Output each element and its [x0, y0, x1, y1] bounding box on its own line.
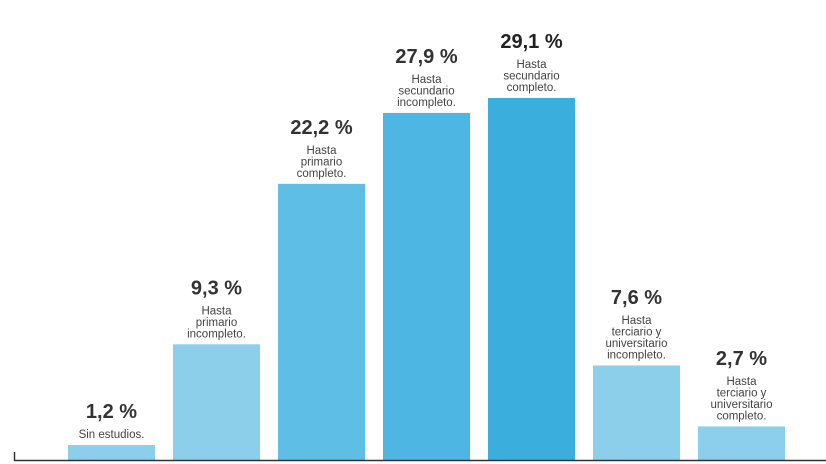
- value-label-2: 22,2 %: [290, 117, 352, 139]
- category-label-line: Hasta: [201, 305, 232, 317]
- category-label-line: terciario y: [612, 326, 662, 338]
- category-label-1: Hasta primario incompleto.: [187, 305, 246, 340]
- value-label-0: 1,2 %: [86, 401, 137, 423]
- category-label-4: Hasta secundario completo.: [503, 59, 559, 94]
- labels-group: 1,2 %Sin estudios.9,3 %Hasta primario inco…: [79, 31, 773, 441]
- value-label-4: 29,1 %: [500, 31, 562, 53]
- value-label-6: 2,7 %: [716, 348, 767, 370]
- category-label-line: Hasta: [726, 376, 757, 388]
- category-label-line: secundario: [503, 71, 559, 83]
- category-label-0: Sin estudios.: [79, 429, 145, 441]
- category-label-line: universitario: [711, 399, 773, 411]
- bar-1: [173, 344, 260, 460]
- category-label-line: secundario: [398, 85, 454, 97]
- category-label-2: Hasta primario completo.: [297, 145, 347, 180]
- category-label-line: incompleto.: [397, 97, 456, 109]
- bars-group: [68, 98, 785, 461]
- category-label-line: terciario y: [717, 387, 767, 399]
- bar-0: [68, 445, 155, 460]
- category-label-line: Hasta: [516, 59, 547, 71]
- category-label-line: primario: [196, 317, 238, 329]
- bar-3: [383, 112, 470, 461]
- category-label-line: Hasta: [621, 315, 652, 327]
- bar-6: [698, 426, 785, 460]
- category-label-line: completo.: [507, 82, 557, 94]
- category-label-line: completo.: [717, 410, 767, 422]
- category-label-line: Sin estudios.: [79, 429, 145, 441]
- category-label-line: universitario: [606, 338, 668, 350]
- category-label-5: Hasta terciario y universitario incompleto.: [606, 315, 668, 362]
- bar-5: [593, 365, 680, 460]
- value-label-3: 27,9 %: [395, 46, 457, 68]
- category-label-line: incompleto.: [187, 328, 246, 340]
- category-label-3: Hasta secundario incompleto.: [397, 74, 456, 109]
- category-label-line: Hasta: [306, 145, 337, 157]
- category-label-6: Hasta terciario y universitario completo.: [711, 376, 773, 423]
- category-label-line: incompleto.: [607, 349, 666, 361]
- value-label-5: 7,6 %: [611, 287, 662, 309]
- bar-2: [278, 183, 365, 460]
- bar-4: [488, 98, 575, 460]
- category-label-line: completo.: [297, 168, 347, 180]
- category-label-line: primario: [301, 156, 343, 168]
- category-label-line: Hasta: [411, 74, 442, 86]
- value-label-1: 9,3 %: [191, 277, 242, 299]
